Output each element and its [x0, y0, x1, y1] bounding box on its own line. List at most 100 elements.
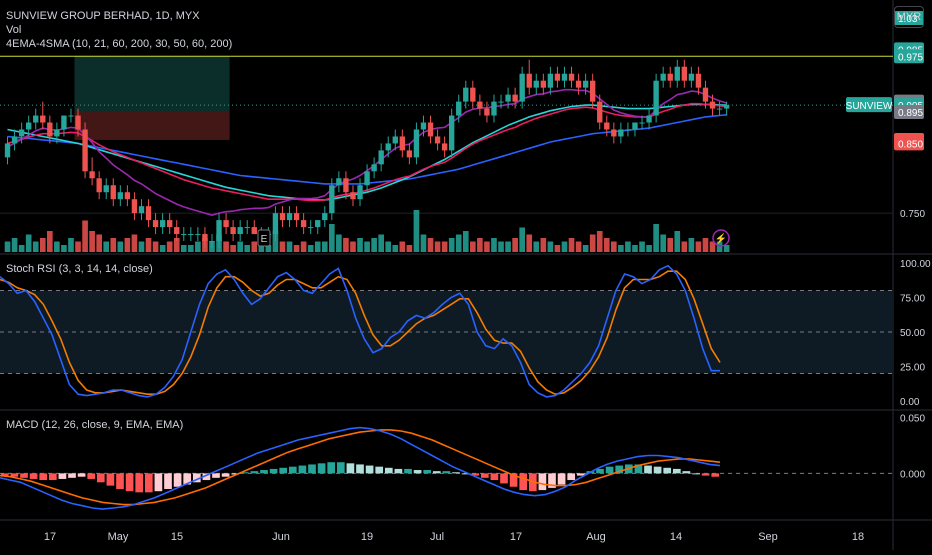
volume-bar — [575, 241, 582, 252]
volume-bar — [244, 245, 251, 252]
macd-histogram-bar — [87, 473, 96, 479]
macd-histogram-bar — [634, 464, 643, 474]
volume-bar — [702, 238, 709, 252]
stoch-rsi-label[interactable]: Stoch RSI (3, 3, 14, 14, close) — [6, 263, 153, 275]
candle-body — [378, 150, 384, 165]
candle-body — [343, 178, 349, 193]
candle-body — [54, 129, 60, 137]
stoch-axis-tick: 100.00 — [900, 259, 931, 270]
candle-body — [33, 115, 39, 123]
volume-bar — [188, 245, 194, 252]
volume-bar — [152, 241, 159, 252]
candle-body — [653, 80, 659, 116]
time-axis-tick: Sep — [758, 531, 778, 543]
macd-histogram-bar — [183, 473, 192, 485]
volume-bar — [554, 245, 561, 252]
macd-histogram-bar — [701, 473, 710, 476]
volume-bar — [68, 238, 74, 252]
time-axis-tick: Aug — [586, 531, 606, 543]
long-position-stop-zone[interactable] — [74, 112, 230, 140]
candle-body — [385, 143, 391, 151]
candle-body — [286, 213, 293, 221]
volume-bar — [413, 210, 420, 252]
long-position-target-zone[interactable] — [74, 56, 230, 113]
macd-histogram-bar — [384, 467, 393, 474]
lightning-event-icon[interactable] — [712, 229, 730, 247]
volume-bar — [505, 241, 511, 252]
volume-bar — [75, 241, 81, 252]
symbol-title[interactable]: SUNVIEW GROUP BERHAD, 1D, MYX — [6, 10, 200, 22]
macd-histogram-bar — [308, 464, 316, 474]
earnings-marker-icon[interactable] — [257, 229, 271, 247]
volume-bar — [561, 241, 568, 252]
candle-body — [456, 101, 462, 116]
macd-histogram-bar — [548, 473, 556, 488]
volume-bar — [32, 241, 39, 252]
volume-bar — [589, 234, 596, 252]
volume-bar — [329, 224, 335, 252]
candle-body — [300, 220, 307, 228]
macd-histogram-bar — [336, 462, 345, 474]
candle-body — [427, 122, 434, 137]
price-tag — [894, 10, 924, 25]
candle-body — [230, 227, 236, 235]
volume-bar — [420, 234, 427, 252]
chart-legend: SUNVIEW GROUP BERHAD, 1D, MYX Vol 4EMA-4… — [6, 9, 232, 51]
macd-signal-line — [0, 429, 721, 506]
candle-body — [526, 73, 532, 88]
candle-body — [145, 206, 152, 221]
volume-bar — [89, 231, 95, 252]
volume-label[interactable]: Vol — [6, 24, 22, 36]
volume-bar — [54, 241, 60, 252]
macd-histogram-bar — [538, 473, 547, 491]
candle-body — [357, 185, 363, 200]
macd-histogram-bar — [0, 473, 9, 476]
macd-histogram-bar — [58, 473, 67, 479]
volume-bar — [173, 238, 180, 252]
lightning-glyph: ⚡ — [715, 232, 727, 245]
candle-body — [47, 122, 53, 137]
volume-bar — [519, 227, 525, 252]
macd-axis-tick: 0.050 — [900, 414, 925, 425]
volume-bar — [138, 241, 145, 252]
candle-body — [498, 101, 504, 103]
candle-body — [604, 122, 610, 130]
volume-bar — [603, 238, 610, 252]
candle-body — [561, 73, 568, 81]
candle-body — [75, 115, 81, 130]
macd-histogram-bar — [240, 472, 249, 474]
candle-body — [463, 87, 469, 102]
macd-histogram-bar — [125, 473, 134, 492]
moving-average-label[interactable]: 4EMA-4SMA (10, 21, 60, 200, 30, 50, 60, … — [6, 38, 233, 50]
candle-body — [540, 80, 547, 88]
volume-bar — [180, 245, 187, 252]
candle-body — [392, 136, 398, 144]
candle-body — [18, 129, 25, 137]
macd-histogram-bar — [39, 473, 48, 481]
volume-bar — [11, 238, 18, 252]
candle-body — [709, 101, 716, 109]
macd-histogram-bar — [116, 473, 124, 489]
volume-bar — [406, 245, 413, 252]
stoch-k-line — [0, 264, 720, 398]
candle-body — [716, 108, 723, 110]
macd-histogram-bar — [471, 473, 480, 476]
volume-bar — [258, 245, 265, 252]
macd-histogram-bar — [519, 473, 528, 491]
candle-body — [131, 199, 138, 214]
macd-histogram-bar — [663, 467, 672, 474]
volume-bar — [427, 238, 434, 252]
candle-body — [441, 143, 448, 151]
macd-histogram-bar — [375, 466, 384, 474]
volume-bar — [723, 245, 730, 252]
price-tag — [894, 49, 924, 64]
macd-label[interactable]: MACD (12, 26, close, 9, EMA, EMA) — [6, 419, 184, 431]
currency-button[interactable]: MYR — [894, 6, 924, 28]
volume-bar — [540, 238, 547, 252]
volume-bar — [61, 245, 67, 252]
stoch-axis-tick: 0.00 — [900, 397, 920, 408]
candle-body — [695, 73, 702, 88]
macd-histogram-bar — [653, 466, 662, 474]
